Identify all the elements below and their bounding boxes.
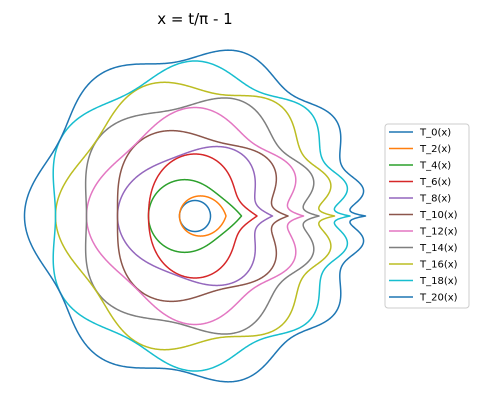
- legend-label: T_20(x): [419, 293, 458, 304]
- chart-title: x = t/π - 1: [157, 10, 232, 28]
- legend-label: T_8(x): [419, 194, 451, 205]
- series-line-t-16-x: [56, 82, 335, 349]
- series-line-t-8-x: [118, 147, 273, 286]
- legend-label: T_16(x): [419, 260, 458, 271]
- series-line-t-10-x: [118, 131, 289, 302]
- series-line-t-20-x: [25, 50, 366, 382]
- plot-area: [25, 50, 366, 382]
- legend-label: T_10(x): [419, 210, 458, 221]
- legend-label: T_18(x): [419, 276, 458, 287]
- series-line-t-4-x: [149, 180, 242, 253]
- series-line-t-0-x: [180, 201, 211, 232]
- legend-label: T_6(x): [419, 177, 451, 188]
- legend-label: T_4(x): [419, 161, 451, 172]
- legend-label: T_2(x): [419, 144, 451, 155]
- legend-label: T_14(x): [419, 243, 458, 254]
- series-line-t-14-x: [86, 98, 319, 334]
- legend-label: T_12(x): [419, 227, 458, 238]
- legend: T_0(x) T_2(x) T_4(x) T_6(x) T_8(x) T_10(x) T_1…: [385, 124, 469, 308]
- legend-label: T_0(x): [419, 128, 451, 139]
